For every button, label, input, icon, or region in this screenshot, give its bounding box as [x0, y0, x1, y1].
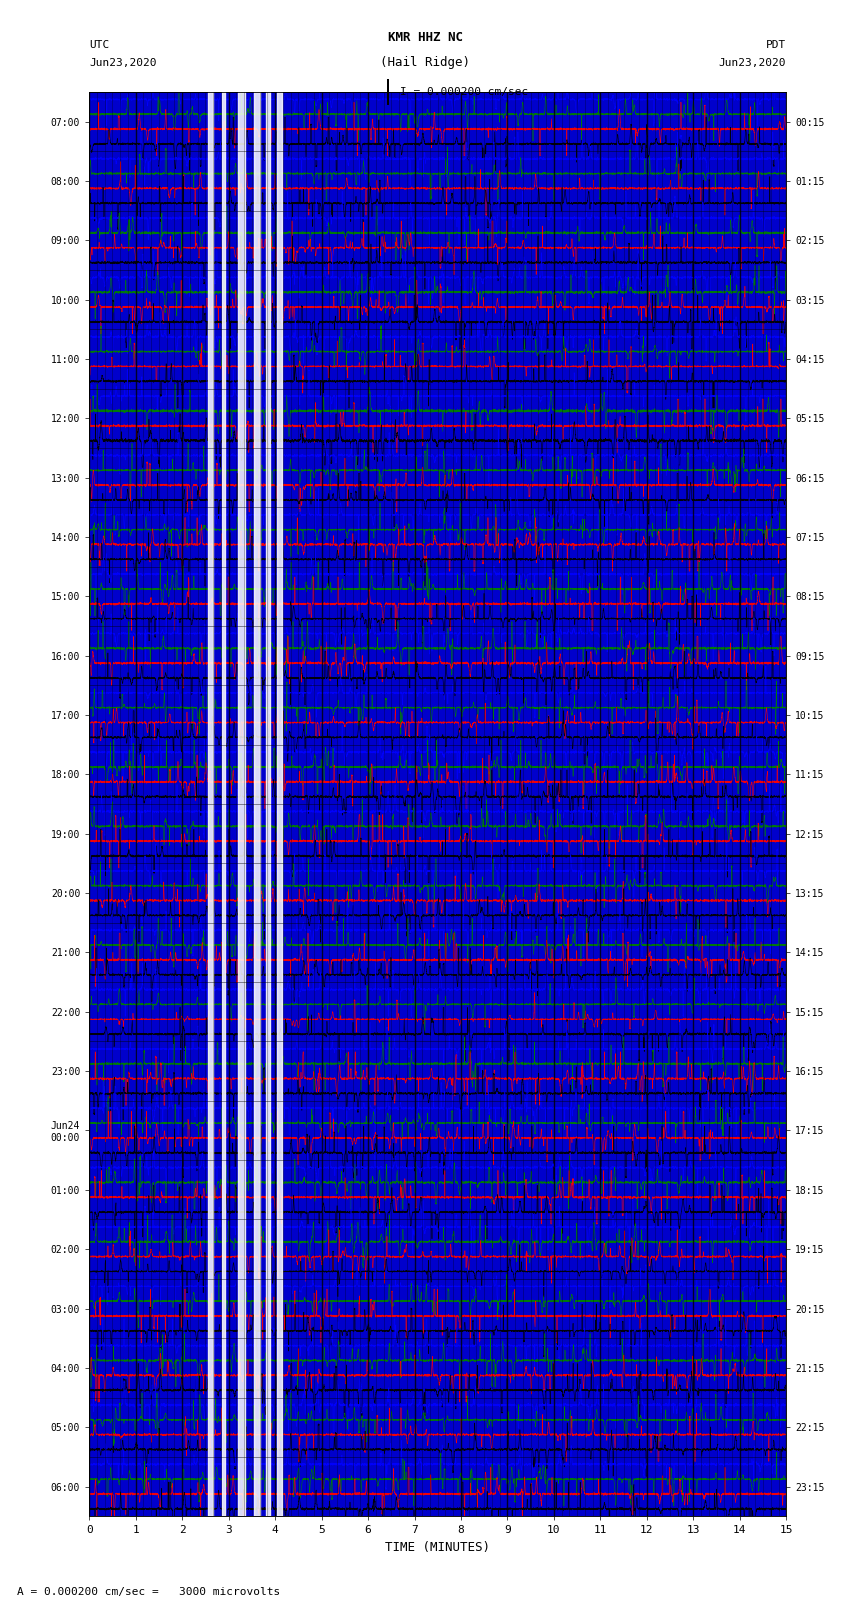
Bar — [207, 92, 213, 1516]
Text: A = 0.000200 cm/sec =   3000 microvolts: A = 0.000200 cm/sec = 3000 microvolts — [17, 1587, 280, 1597]
Text: (Hail Ridge): (Hail Ridge) — [380, 56, 470, 69]
Text: PDT: PDT — [766, 40, 786, 50]
Bar — [222, 92, 225, 1516]
Bar — [254, 92, 260, 1516]
Bar — [277, 92, 282, 1516]
Bar — [238, 92, 245, 1516]
X-axis label: TIME (MINUTES): TIME (MINUTES) — [385, 1540, 490, 1553]
Text: Jun23,2020: Jun23,2020 — [719, 58, 786, 68]
Text: UTC: UTC — [89, 40, 110, 50]
Text: I = 0.000200 cm/sec: I = 0.000200 cm/sec — [400, 87, 528, 97]
Bar — [266, 92, 269, 1516]
Text: KMR HHZ NC: KMR HHZ NC — [388, 31, 462, 44]
Text: Jun23,2020: Jun23,2020 — [89, 58, 156, 68]
